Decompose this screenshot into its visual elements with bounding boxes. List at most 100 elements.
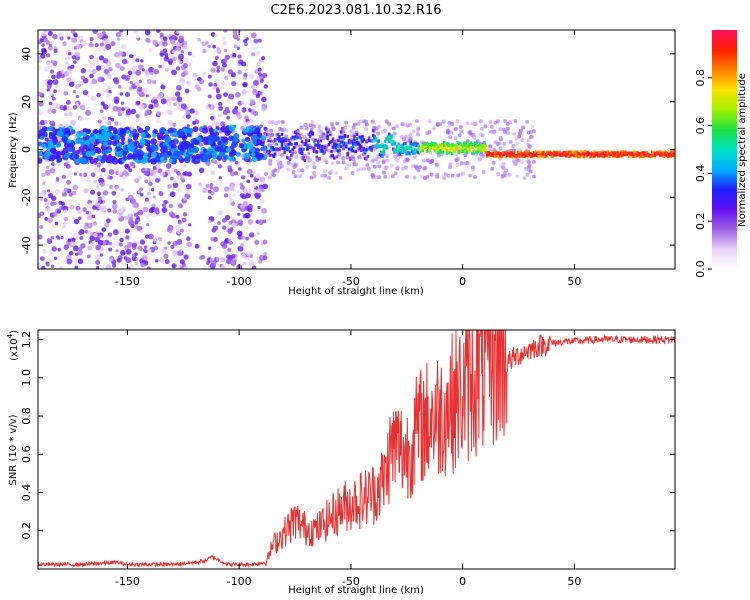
spectrogram-cell <box>583 150 587 154</box>
spectrogram-cell <box>441 150 445 154</box>
spectrogram-cell <box>373 135 376 139</box>
spectrogram-cell <box>274 139 277 143</box>
spectrogram-cell <box>98 234 103 239</box>
spectrogram-cell <box>233 44 238 49</box>
spectrogram-cell <box>555 152 559 156</box>
spectrogram-cell <box>276 137 280 141</box>
spectrogram-cell <box>585 154 588 158</box>
spectrogram-cell <box>591 155 595 159</box>
spectrogram-cell <box>595 153 599 157</box>
spectrogram-cell <box>358 135 362 139</box>
spectrogram-cell <box>437 151 441 155</box>
spectrogram-cell <box>326 130 329 134</box>
spectrogram-cell <box>107 116 112 121</box>
spectrogram-cell <box>589 155 592 159</box>
spectrogram-cell <box>526 158 531 163</box>
spectrogram-cell <box>54 189 61 195</box>
spectrogram-cell <box>390 174 395 179</box>
spectrogram-cell <box>131 242 138 248</box>
spectrogram-cell <box>91 68 97 75</box>
spectrogram-cell <box>346 134 349 138</box>
spectrogram-cell <box>388 136 391 140</box>
spectrogram-cell <box>471 165 476 170</box>
spectrogram-cell <box>329 131 332 135</box>
spectrogram-cell <box>438 150 442 154</box>
spectrogram-cell <box>483 146 486 150</box>
spectrogram-cell <box>106 93 111 99</box>
spectrogram-cell <box>223 30 228 33</box>
spectrogram-cell <box>637 152 640 156</box>
spectrogram-cell <box>302 155 305 159</box>
spectrogram-cell <box>43 198 48 202</box>
spectrogram-cell <box>468 147 471 151</box>
figure-title: C2E6.2023.081.10.32.R16 <box>270 3 441 18</box>
spectrogram-cell <box>259 198 265 205</box>
spectrogram-cell <box>280 120 285 125</box>
spectrogram-cell <box>65 160 70 164</box>
spectrogram-cell <box>223 249 229 255</box>
spectrogram-cell <box>94 43 99 48</box>
spectrogram-cell <box>453 146 457 150</box>
spectrogram-cell <box>333 156 336 160</box>
spectrogram-cell <box>71 55 76 60</box>
spectrogram-cell <box>438 149 442 153</box>
spectrogram-cell <box>415 132 420 137</box>
spectrogram-cell <box>464 141 467 145</box>
spectrogram-cell <box>522 176 527 181</box>
spectrogram-cell <box>102 103 109 110</box>
spectrogram-cell <box>613 154 616 158</box>
spectrogram-cell <box>142 206 149 213</box>
spectrogram-cell <box>66 77 72 83</box>
spectrogram-cell <box>137 209 144 216</box>
spectrogram-cell <box>101 227 107 232</box>
colorbar-tick-label: 0.4 <box>694 165 707 183</box>
spectrogram-cell <box>111 203 118 210</box>
spectrogram-cell <box>508 120 513 125</box>
spectrogram-cell <box>357 141 360 145</box>
spectrogram-cell <box>491 130 496 135</box>
spectrogram-cell <box>331 127 336 132</box>
spectrogram-cell <box>322 150 325 154</box>
spectrogram-cell <box>135 34 140 39</box>
spectrogram-cell <box>377 139 380 143</box>
spectrogram-cell <box>327 175 332 180</box>
spectrogram-cell <box>443 172 448 177</box>
spectrogram-cell <box>377 124 382 129</box>
spectrogram-cell <box>107 208 112 213</box>
spectrogram-cell <box>212 85 217 90</box>
spectrogram-cell <box>111 190 117 196</box>
spectrogram-cell <box>524 166 529 171</box>
spectrogram-cell <box>108 67 113 72</box>
spectrogram-cell <box>47 108 53 114</box>
spectrogram-cell <box>89 62 96 69</box>
spectrogram-cell <box>542 151 545 155</box>
spectrogram-cell <box>436 148 439 152</box>
spectrogram-cell <box>498 135 503 140</box>
spectrogram-cell <box>524 150 528 154</box>
spectrogram-cell <box>422 158 427 163</box>
spectrogram-cell <box>323 173 328 178</box>
spectrogram-cell <box>108 103 112 107</box>
spectrogram-cell <box>310 145 313 149</box>
spectrogram-cell <box>670 153 674 157</box>
spectrogram-cell <box>61 174 67 180</box>
spectrogram-cell <box>125 74 131 81</box>
spectrogram-cell <box>38 41 42 45</box>
spectrogram-cell <box>370 139 374 143</box>
spectrogram-cell <box>236 190 240 194</box>
spectrogram-cell <box>124 171 130 177</box>
spectrogram-cell <box>232 30 238 36</box>
spectrogram-cell <box>408 132 413 137</box>
spectrogram-cell <box>614 153 618 157</box>
spectrogram-cell <box>436 151 439 155</box>
spectrogram-cell <box>210 237 215 242</box>
spectrogram-cell <box>238 143 245 149</box>
spectrogram-cell <box>465 143 469 147</box>
spectrogram-cell <box>233 171 239 176</box>
spectrogram-cell <box>372 164 377 169</box>
spectrogram-cell <box>182 44 188 50</box>
spectrogram-cell <box>271 153 274 157</box>
spectrogram-cell <box>132 128 137 134</box>
spectrogram-cell <box>394 149 398 153</box>
spectrogram-cell <box>598 151 602 155</box>
